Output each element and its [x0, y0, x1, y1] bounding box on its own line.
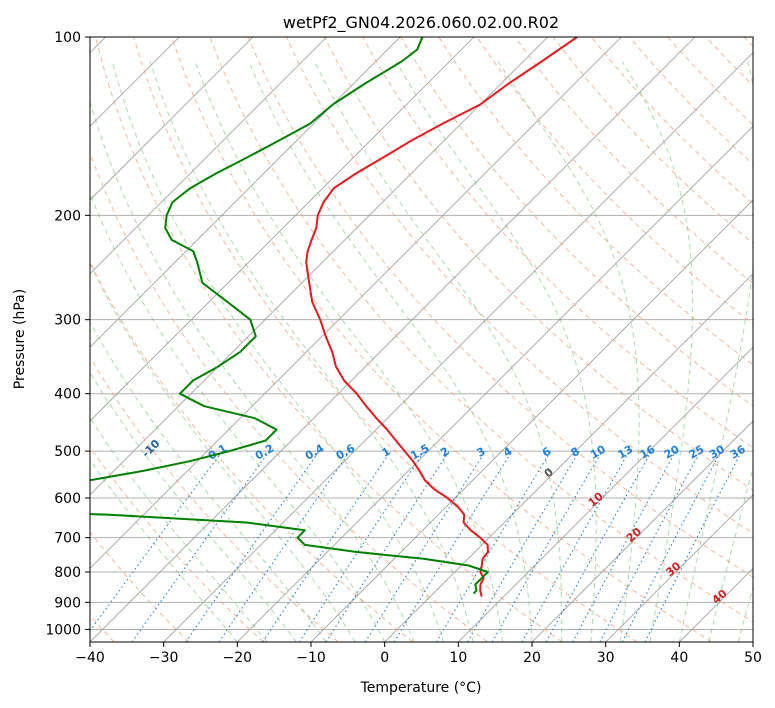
isotherm-line	[458, 346, 753, 642]
moist-adiabat-line	[90, 459, 238, 642]
dry-adiabat-line	[90, 445, 264, 642]
mixing-ratio-line	[298, 450, 425, 642]
mixing-ratio-line	[572, 450, 677, 642]
x-tick-label: 0	[380, 650, 389, 666]
isotherm-line	[237, 125, 753, 642]
x-tick-label: 10	[449, 650, 467, 666]
y-tick-label: 800	[54, 565, 81, 581]
moist-adiabat-line	[708, 466, 753, 642]
dry-adiabat-line	[133, 37, 638, 642]
y-axis: 100 200 300 400 500 600 700 800 900 1000	[45, 30, 90, 638]
moist-adiabat-line	[111, 61, 445, 642]
x-tick-label: 40	[670, 650, 688, 666]
mixing-ratio-line	[325, 450, 450, 642]
isotherm-line	[90, 37, 622, 569]
y-tick-label: 300	[54, 313, 81, 329]
x-tick-label: −20	[223, 650, 253, 666]
moist-adiabat-line	[90, 99, 415, 642]
dewpoint-profile-line	[90, 37, 489, 595]
isotherm-line	[90, 37, 475, 422]
x-tick-label: −40	[75, 650, 105, 666]
y-tick-label: 100	[54, 30, 81, 46]
y-tick-label: 500	[54, 444, 81, 460]
y-tick-label: 200	[54, 208, 81, 224]
isotherm-line	[90, 37, 254, 201]
isotherm-line	[605, 494, 753, 642]
sounding-profiles	[90, 37, 578, 597]
background-lines	[90, 37, 753, 642]
mixing-ratio-line	[262, 450, 392, 642]
dry-adiabat-line	[90, 531, 190, 642]
mixing-ratio-line	[393, 450, 513, 642]
moist-adiabat-line	[90, 417, 268, 642]
mixing-ratio-line	[599, 450, 701, 642]
dry-adiabat-line	[400, 37, 753, 407]
isotherm-line	[90, 37, 548, 496]
dry-adiabat-line	[514, 37, 753, 285]
x-tick-label: 20	[523, 650, 541, 666]
chart-title: wetPf2_GN04.2026.060.02.00.R02	[283, 13, 559, 33]
isotherm-line	[90, 37, 401, 348]
isotherm-line	[90, 37, 696, 642]
dry-adiabat-line	[171, 37, 712, 642]
x-tick-label: −30	[149, 650, 179, 666]
dry-adiabat-line	[90, 151, 488, 642]
y-tick-label: 900	[54, 595, 81, 611]
plot-frame	[89, 36, 754, 643]
dry-adiabat-line	[90, 260, 414, 642]
isotherm-line	[163, 52, 753, 642]
dry-adiabat-line	[247, 37, 753, 578]
moist-adiabat-line	[497, 61, 640, 642]
moist-adiabat-line	[90, 192, 386, 642]
isotherm-line	[384, 273, 753, 642]
x-axis: −40 −30 −20 −10 0 10 20 30 40 50	[75, 642, 762, 666]
moist-adiabat-line	[149, 61, 474, 642]
moist-adiabat-line	[90, 262, 356, 642]
mixing-ratio-line	[467, 450, 580, 642]
isotherm-line	[531, 420, 753, 642]
y-axis-title: Pressure (hPa)	[12, 289, 28, 389]
temperature-profile-line	[305, 37, 578, 597]
x-tick-label: 30	[597, 650, 615, 666]
x-tick-label: −10	[296, 650, 326, 666]
dry-adiabat-line	[95, 37, 563, 642]
moist-adiabat-line	[314, 61, 563, 642]
isotherm-line	[90, 37, 327, 275]
moist-adiabat-line	[248, 61, 533, 642]
x-tick-label: 50	[744, 650, 762, 666]
y-tick-label: 700	[54, 531, 81, 547]
moist-adiabat-line	[621, 61, 694, 642]
x-axis-title: Temperature (°C)	[360, 680, 482, 696]
moist-adiabat-line	[678, 61, 753, 642]
dry-adiabat-line	[209, 37, 753, 623]
moist-adiabat-line	[395, 61, 597, 642]
mixing-ratio-line	[185, 450, 320, 642]
mixing-ratio-line	[364, 450, 486, 642]
dry-adiabat-line	[362, 37, 753, 449]
mixing-ratio-line	[218, 450, 351, 642]
y-tick-label: 1000	[45, 622, 81, 638]
y-tick-label: 400	[54, 387, 81, 403]
y-tick-label: 600	[54, 491, 81, 507]
